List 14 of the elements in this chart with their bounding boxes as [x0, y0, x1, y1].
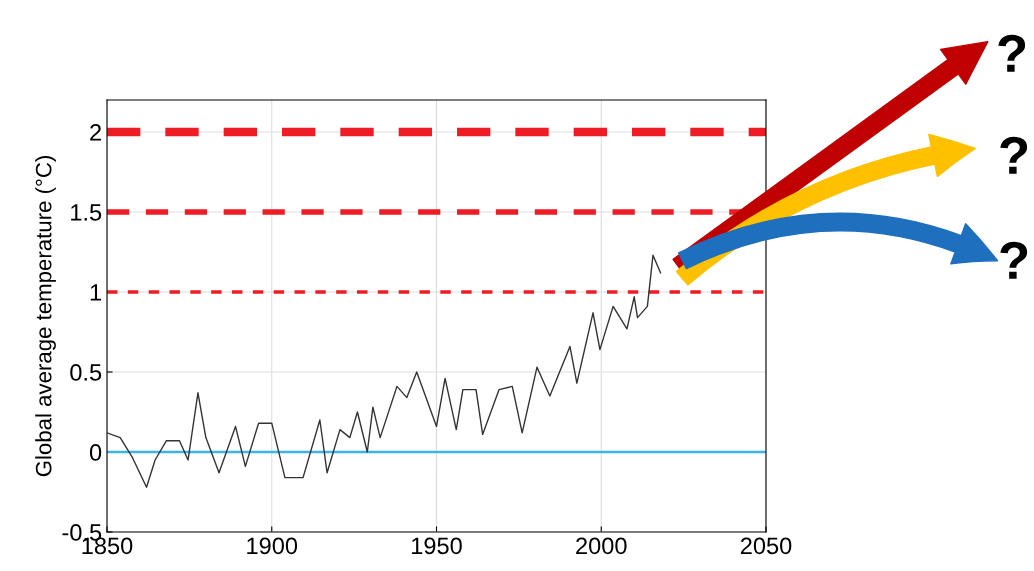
y-axis-title: Global average temperature (°C) [35, 156, 56, 477]
x-tick-label: 1900 [247, 537, 298, 555]
y-tick-label: 0.5 [70, 364, 102, 381]
y-tick-label: 2 [90, 124, 101, 141]
text: ? [998, 34, 1026, 72]
text: ? [1000, 136, 1028, 174]
x-tick-label: 2000 [576, 537, 627, 555]
text: ? [1000, 241, 1028, 279]
line-series [107, 254, 662, 488]
y-tick-label: 1 [90, 284, 101, 301]
x-tick-label: 1950 [412, 537, 462, 555]
y-tick-label: 1.5 [71, 204, 102, 221]
x-tick-label: 2050 [740, 537, 792, 555]
y-tick-label: 0 [89, 444, 102, 461]
